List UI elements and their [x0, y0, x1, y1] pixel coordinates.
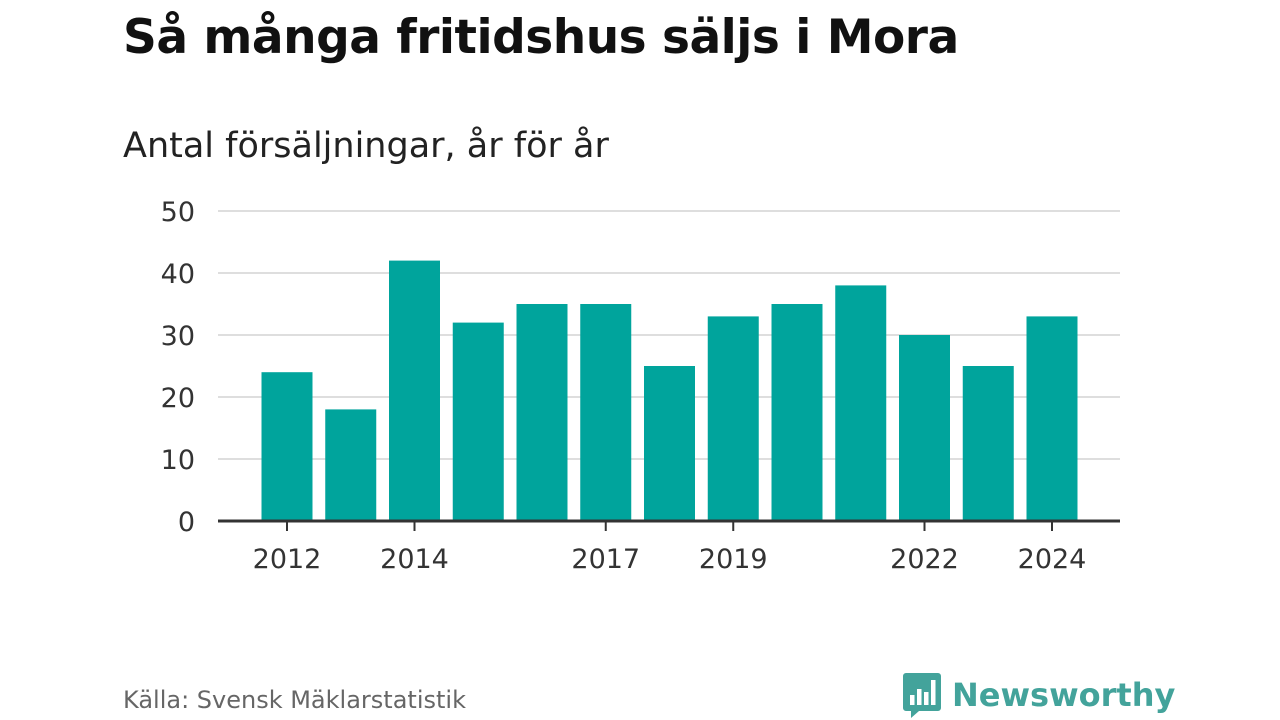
- bar: [261, 372, 313, 521]
- bar: [580, 304, 632, 521]
- y-tick-label: 0: [178, 507, 195, 538]
- brand-name: Newsworthy: [952, 676, 1176, 714]
- bar: [707, 316, 759, 521]
- x-tick-label: 2012: [253, 544, 322, 575]
- x-tick-label: 2017: [571, 544, 640, 575]
- bar: [644, 366, 695, 521]
- chart-subtitle: Antal försäljningar, år för år: [123, 126, 609, 166]
- bar: [1026, 316, 1078, 521]
- x-tick-label: 2019: [699, 544, 768, 575]
- bar-chart-speech-bubble-icon: [903, 673, 941, 718]
- bar-chart: 0 10 20 30 40 50 2012 2014 2017 2019 2022 2024: [161, 197, 1120, 575]
- y-tick-label: 40: [161, 259, 195, 290]
- bar: [835, 285, 887, 521]
- brand-logo: Newsworthy: [902, 670, 1175, 720]
- bar: [516, 304, 568, 521]
- bar: [325, 409, 377, 521]
- bar: [962, 366, 1014, 521]
- y-tick-label: 30: [161, 321, 195, 352]
- x-tick-label: 2024: [1018, 544, 1087, 575]
- y-tick-label: 50: [161, 197, 195, 228]
- source-note: Källa: Svensk Mäklarstatistik: [123, 686, 466, 714]
- bar: [452, 322, 504, 521]
- chart-title: Så många fritidshus säljs i Mora: [123, 10, 959, 65]
- bar: [389, 260, 440, 521]
- bar: [771, 304, 823, 521]
- bar: [899, 335, 950, 521]
- y-tick-label: 20: [161, 383, 195, 414]
- y-tick-label: 10: [161, 445, 195, 476]
- x-tick-label: 2022: [890, 544, 959, 575]
- x-tick-label: 2014: [380, 544, 449, 575]
